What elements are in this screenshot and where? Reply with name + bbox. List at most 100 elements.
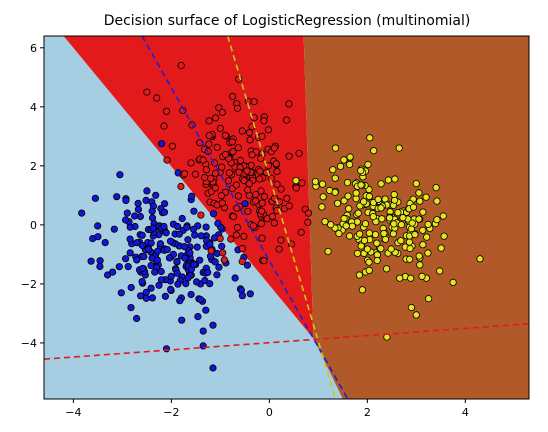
- y-tick-label: 2: [30, 160, 37, 173]
- data-point-series-0: [167, 272, 175, 280]
- data-point-series-2: [365, 258, 373, 266]
- data-point-series-1: [277, 185, 285, 193]
- data-point-series-2: [382, 265, 391, 273]
- data-point-series-2: [380, 229, 388, 238]
- data-point-series-0: [154, 247, 162, 255]
- data-point-series-1: [221, 150, 230, 159]
- data-point-series-0: [161, 292, 169, 300]
- data-point-series-2: [399, 214, 407, 222]
- data-point-series-0: [194, 312, 202, 321]
- data-point-series-0: [190, 261, 198, 269]
- data-point-series-1: [238, 127, 246, 135]
- y-tick-label: −2: [21, 278, 37, 291]
- data-point-series-2: [327, 221, 335, 229]
- data-point-series-2: [321, 218, 329, 226]
- data-point-series-1: [298, 179, 306, 187]
- data-point-series-2: [408, 219, 416, 227]
- data-point-series-1: [238, 244, 246, 253]
- data-point-series-0: [167, 285, 175, 293]
- data-point-series-1: [160, 122, 168, 130]
- data-point-series-2: [329, 166, 337, 174]
- data-point-series-1: [257, 220, 265, 228]
- data-point-series-0: [160, 222, 168, 231]
- data-point-series-2: [369, 213, 377, 221]
- data-point-series-1: [258, 132, 266, 140]
- data-point-series-0: [127, 283, 135, 292]
- data-point-series-1: [162, 107, 171, 115]
- data-point-series-2: [449, 278, 457, 286]
- data-point-series-1: [211, 114, 220, 122]
- data-point-series-1: [191, 170, 199, 178]
- data-point-series-0: [147, 284, 155, 292]
- data-point-series-0: [176, 297, 184, 305]
- data-point-series-1: [258, 199, 266, 207]
- data-point-series-0: [116, 171, 124, 179]
- data-point-series-0: [206, 280, 214, 288]
- data-point-series-1: [211, 184, 220, 192]
- data-point-series-2: [352, 189, 360, 197]
- data-point-series-0: [110, 225, 118, 233]
- y-tick-label: 0: [30, 219, 37, 232]
- data-point-series-2: [365, 229, 373, 237]
- decision-line-2: [44, 322, 529, 360]
- data-point-series-0: [201, 276, 209, 285]
- data-point-series-2: [345, 232, 354, 240]
- data-point-series-2: [422, 193, 430, 201]
- data-point-series-2: [371, 231, 380, 239]
- data-point-series-0: [190, 207, 198, 215]
- data-point-series-0: [133, 239, 141, 247]
- data-point-series-0: [156, 240, 164, 248]
- data-point-series-2: [360, 198, 368, 206]
- data-point-series-2: [389, 230, 397, 238]
- data-point-series-1: [295, 149, 303, 157]
- data-point-series-0: [175, 230, 183, 238]
- data-point-series-2: [357, 242, 365, 250]
- data-point-series-2: [394, 209, 402, 217]
- data-point-series-1: [249, 222, 258, 230]
- data-point-series-2: [358, 286, 366, 294]
- data-point-series-1: [177, 61, 185, 70]
- data-point-series-1: [217, 192, 225, 200]
- data-point-series-1: [205, 117, 213, 125]
- data-point-series-0: [173, 257, 181, 266]
- data-point-series-2: [354, 209, 362, 217]
- data-point-series-0: [178, 214, 186, 223]
- data-point-series-1: [197, 211, 205, 219]
- data-point-series-1: [235, 168, 243, 176]
- data-point-series-1: [238, 257, 246, 266]
- data-point-series-0: [158, 140, 166, 148]
- data-point-series-2: [432, 184, 440, 192]
- data-point-series-2: [345, 205, 353, 213]
- data-point-series-2: [419, 241, 427, 249]
- data-point-series-2: [355, 230, 364, 238]
- data-point-series-2: [348, 222, 356, 230]
- x-tick-label: 0: [266, 406, 273, 419]
- data-point-series-2: [340, 214, 348, 223]
- data-point-series-0: [184, 274, 192, 282]
- data-point-series-1: [220, 256, 228, 264]
- data-point-series-2: [415, 189, 423, 197]
- data-point-series-2: [415, 252, 423, 260]
- data-point-series-1: [255, 175, 264, 183]
- data-point-series-2: [336, 162, 345, 170]
- data-point-series-2: [331, 144, 340, 152]
- data-point-series-1: [229, 213, 237, 221]
- data-point-series-1: [233, 223, 241, 232]
- data-point-series-2: [344, 192, 352, 200]
- data-point-series-0: [117, 289, 125, 297]
- data-point-series-1: [229, 148, 237, 156]
- data-point-series-0: [243, 261, 251, 269]
- data-point-series-1: [250, 114, 258, 122]
- data-point-series-1: [218, 108, 226, 116]
- data-point-series-0: [115, 263, 123, 271]
- data-point-series-0: [191, 231, 199, 239]
- data-point-series-0: [197, 232, 205, 240]
- data-point-series-0: [122, 216, 130, 224]
- data-point-series-2: [331, 174, 339, 182]
- data-point-series-1: [234, 192, 242, 200]
- region-blue: [44, 36, 343, 399]
- data-point-series-0: [144, 245, 152, 253]
- data-point-series-1: [205, 132, 213, 140]
- data-point-series-0: [196, 256, 204, 264]
